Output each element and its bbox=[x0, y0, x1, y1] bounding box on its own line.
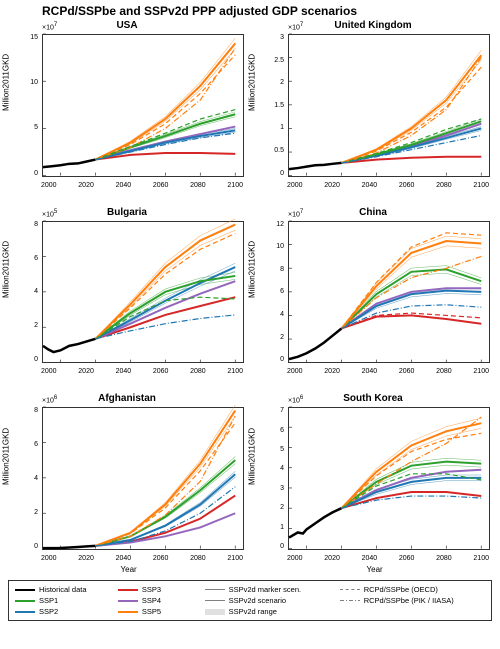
chart-svg bbox=[43, 407, 244, 549]
x-ticks: 200020202040206020802100 bbox=[42, 182, 244, 189]
panel-china: China×107024681012Million2011GKD20002020… bbox=[254, 207, 492, 390]
plot-area bbox=[288, 221, 490, 364]
chart-svg bbox=[289, 407, 490, 549]
panel-afghanistan: Afghanistan×10602468Million2011GKD200020… bbox=[8, 393, 246, 576]
legend-item: SSP1 bbox=[15, 596, 112, 605]
legend-label: SSP4 bbox=[142, 596, 161, 605]
legend-item: SSPv2d range bbox=[205, 607, 334, 616]
plot-area bbox=[288, 407, 490, 550]
legend-swatch bbox=[340, 589, 360, 590]
panel-usa: USA×107051015Million2011GKD2000202020402… bbox=[8, 20, 246, 203]
y-ticks: 02468 bbox=[8, 407, 40, 550]
legend-item: SSPv2d marker scen. bbox=[205, 585, 334, 594]
exponent-label: ×106 bbox=[42, 395, 57, 404]
x-label: Year bbox=[121, 565, 137, 574]
exponent-label: ×107 bbox=[288, 209, 303, 218]
y-ticks: 02468 bbox=[8, 221, 40, 364]
legend-item: SSP5 bbox=[118, 607, 199, 616]
x-ticks: 200020202040206020802100 bbox=[288, 368, 490, 375]
legend-item: Historical data bbox=[15, 585, 112, 594]
legend-swatch bbox=[15, 600, 35, 602]
legend-item: SSPv2d scenario bbox=[205, 596, 334, 605]
legend-label: RCPd/SSPbe (OECD) bbox=[364, 585, 438, 594]
exponent-label: ×107 bbox=[42, 22, 57, 31]
plot-area bbox=[288, 34, 490, 177]
exponent-label: ×106 bbox=[288, 395, 303, 404]
y-ticks: 01234567 bbox=[254, 407, 286, 550]
chart-svg bbox=[43, 34, 244, 176]
legend-item: RCPd/SSPbe (OECD) bbox=[340, 585, 485, 594]
legend-label: SSPv2d range bbox=[229, 607, 277, 616]
chart-svg bbox=[289, 34, 490, 176]
panel-united-kingdom: United Kingdom×10700.511.522.53Million20… bbox=[254, 20, 492, 203]
legend-swatch bbox=[118, 611, 138, 613]
legend-swatch bbox=[15, 589, 35, 591]
legend-swatch bbox=[15, 611, 35, 613]
legend-item: RCPd/SSPbe (PIK / IIASA) bbox=[340, 596, 485, 605]
y-ticks: 024681012 bbox=[254, 221, 286, 364]
legend-label: SSP5 bbox=[142, 607, 161, 616]
legend-label: Historical data bbox=[39, 585, 87, 594]
x-ticks: 200020202040206020802100 bbox=[288, 182, 490, 189]
y-ticks: 051015 bbox=[8, 34, 40, 177]
x-ticks: 200020202040206020802100 bbox=[42, 368, 244, 375]
y-label: Million2011GKD bbox=[248, 241, 257, 298]
x-label: Year bbox=[367, 565, 383, 574]
y-ticks: 00.511.522.53 bbox=[254, 34, 286, 177]
legend-label: SSP3 bbox=[142, 585, 161, 594]
exponent-label: ×105 bbox=[42, 209, 57, 218]
legend-swatch bbox=[340, 600, 360, 602]
legend-label: SSP2 bbox=[39, 607, 58, 616]
legend-label: RCPd/SSPbe (PIK / IIASA) bbox=[364, 596, 454, 605]
panel-bulgaria: Bulgaria×10502468Million2011GKD200020202… bbox=[8, 207, 246, 390]
plot-area bbox=[42, 407, 244, 550]
panel-grid: USA×107051015Million2011GKD2000202020402… bbox=[0, 20, 500, 576]
legend-swatch bbox=[205, 600, 225, 601]
legend-label: SSPv2d scenario bbox=[229, 596, 287, 605]
y-label: Million2011GKD bbox=[2, 427, 11, 484]
legend-swatch bbox=[205, 589, 225, 590]
y-label: Million2011GKD bbox=[2, 241, 11, 298]
legend-swatch bbox=[205, 609, 225, 615]
y-label: Million2011GKD bbox=[248, 427, 257, 484]
legend-item: SSP4 bbox=[118, 596, 199, 605]
y-label: Million2011GKD bbox=[2, 54, 11, 111]
x-ticks: 200020202040206020802100 bbox=[288, 555, 490, 562]
plot-area bbox=[42, 221, 244, 364]
exponent-label: ×107 bbox=[288, 22, 303, 31]
y-label: Million2011GKD bbox=[248, 54, 257, 111]
x-ticks: 200020202040206020802100 bbox=[42, 555, 244, 562]
legend-swatch bbox=[118, 600, 138, 602]
plot-area bbox=[42, 34, 244, 177]
main-title: RCPd/SSPbe and SSPv2d PPP adjusted GDP s… bbox=[0, 0, 500, 20]
legend-label: SSP1 bbox=[39, 596, 58, 605]
panel-south-korea: South Korea×10601234567Million2011GKD200… bbox=[254, 393, 492, 576]
legend-item: SSP3 bbox=[118, 585, 199, 594]
chart-svg bbox=[43, 221, 244, 363]
chart-svg bbox=[289, 221, 490, 363]
legend-item: SSP2 bbox=[15, 607, 112, 616]
legend: Historical data SSP3 SSPv2d marker scen. RC… bbox=[8, 580, 492, 621]
legend-label: SSPv2d marker scen. bbox=[229, 585, 302, 594]
legend-swatch bbox=[118, 589, 138, 591]
